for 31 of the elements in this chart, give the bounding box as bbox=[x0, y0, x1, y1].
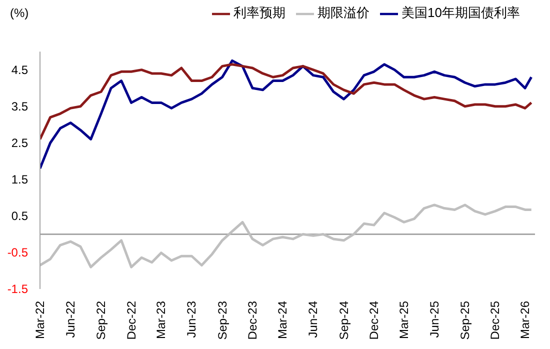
x-tick-label: Sep-24 bbox=[336, 300, 351, 340]
y-tick-label: 1.5 bbox=[11, 172, 28, 186]
x-tick-label: Jun-23 bbox=[184, 300, 199, 338]
x-tick-label: Dec-24 bbox=[366, 300, 381, 340]
y-tick-label: -1.5 bbox=[7, 282, 28, 296]
line-series bbox=[40, 59, 533, 170]
x-tick-label: Dec-22 bbox=[124, 300, 138, 340]
legend-label: 期限溢价 bbox=[318, 5, 370, 20]
line-series bbox=[40, 63, 533, 140]
x-tick-label: Mar-25 bbox=[396, 300, 411, 340]
x-tick-label: Mar-24 bbox=[276, 300, 290, 340]
x-tick-label: Jun-25 bbox=[427, 300, 442, 338]
x-tick-label: Mar-22 bbox=[33, 300, 47, 340]
y-tick-label: 2.5 bbox=[11, 136, 28, 150]
y-tick-label: -0.5 bbox=[7, 245, 28, 260]
x-tick-label: Mar-26 bbox=[518, 300, 532, 340]
x-tick-label: Dec-23 bbox=[245, 300, 260, 340]
x-tick-label: Dec-25 bbox=[488, 300, 502, 340]
y-axis-title: (%) bbox=[10, 6, 29, 20]
x-tick-label: Sep-23 bbox=[215, 300, 230, 340]
x-tick-label: Sep-22 bbox=[94, 300, 108, 340]
legend-label: 美国10年期国债利率 bbox=[402, 5, 520, 20]
y-tick-label: 4.5 bbox=[11, 62, 28, 77]
line-series bbox=[40, 204, 533, 268]
x-tick-label: Sep-25 bbox=[458, 300, 472, 340]
x-tick-label: Mar-23 bbox=[154, 300, 168, 340]
y-tick-label: 3.5 bbox=[11, 99, 28, 114]
y-tick-label: 0.5 bbox=[11, 208, 28, 223]
legend-label: 利率预期 bbox=[234, 5, 286, 20]
x-tick-label: Jun-22 bbox=[64, 300, 78, 338]
x-tick-label: Jun-24 bbox=[306, 300, 320, 338]
